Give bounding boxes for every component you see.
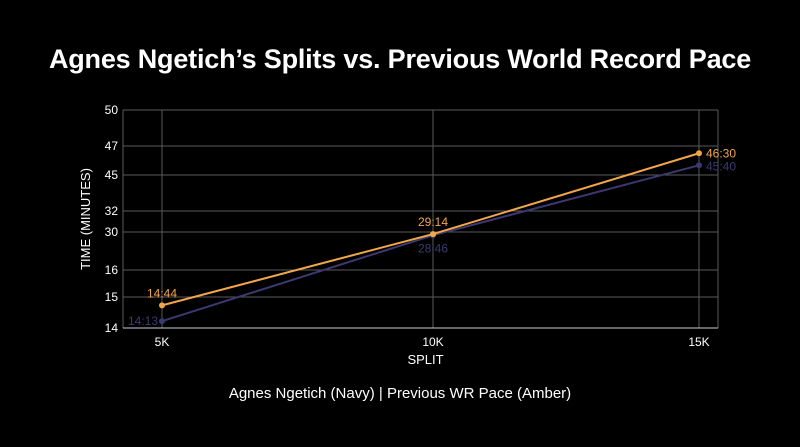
y-tick-label: 15 [105,290,119,304]
y-tick-label: 30 [105,225,119,239]
legend-caption: Agnes Ngetich (Navy) | Previous WR Pace … [228,385,572,402]
y-tick-label: 32 [105,204,119,218]
chart-title: Agnes Ngetich’s Splits vs. Previous Worl… [48,44,752,74]
x-tick-label: 10K [422,335,443,349]
y-tick-label: 45 [105,168,119,182]
x-tick-label: 15K [688,335,709,349]
data-label-agnes-ngetich: 14:13 [128,314,158,328]
data-point-previous-wr-pace [159,302,165,309]
data-label-previous-wr-pace: 46:30 [706,146,736,160]
data-point-agnes-ngetich [696,162,702,169]
y-tick-label: 47 [105,139,119,153]
y-tick-label: 14 [105,321,119,335]
y-axis-label: TIME (MINUTES) [78,168,93,270]
x-tick-label: 5K [155,335,170,349]
y-tick-label: 16 [105,263,119,277]
y-tick-label: 50 [105,103,119,117]
data-label-previous-wr-pace: 14:44 [147,286,177,300]
data-label-previous-wr-pace: 29:14 [418,215,448,229]
data-point-previous-wr-pace [696,150,702,157]
series-line-previous-wr-pace [161,152,700,307]
x-axis-label: SPLIT [407,352,443,367]
data-point-agnes-ngetich [159,318,165,325]
data-label-agnes-ngetich: 28:46 [418,241,448,255]
data-point-previous-wr-pace [430,231,436,238]
data-label-agnes-ngetich: 45:40 [706,159,736,173]
